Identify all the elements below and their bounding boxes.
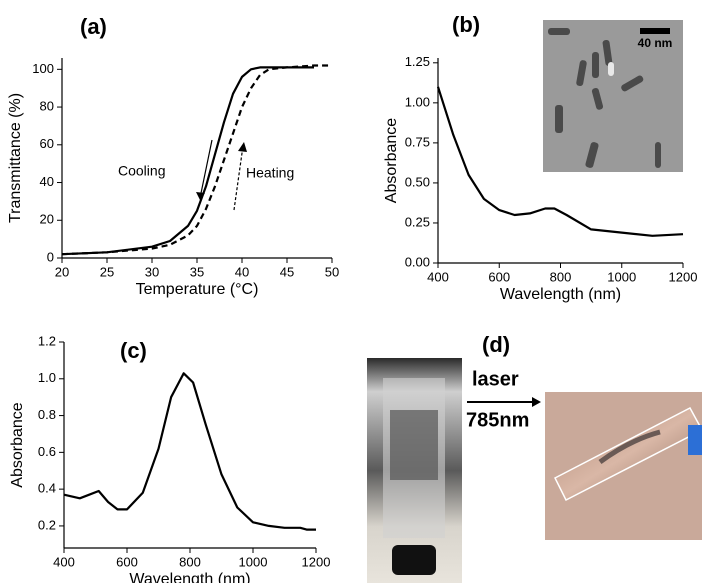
y-tick-label: 20: [40, 212, 54, 227]
y-tick-label: 40: [40, 174, 54, 189]
panel-label: (b): [452, 12, 480, 37]
x-tick-label: 800: [179, 554, 201, 569]
y-tick-label: 80: [40, 98, 54, 113]
arrow-label: 785nm: [466, 409, 529, 431]
y-tick-label: 0.25: [405, 214, 430, 229]
y-tick-label: 1.25: [405, 54, 430, 69]
y-tick-label: 0.50: [405, 174, 430, 189]
vial-cap: [392, 545, 436, 575]
panel-label: (c): [120, 338, 147, 363]
scale-bar: [640, 28, 670, 34]
y-tick-label: 0.2: [38, 517, 56, 532]
x-axis-label: Wavelength (nm): [500, 286, 621, 303]
data-line: [62, 67, 314, 254]
y-tick-label: 0.8: [38, 407, 56, 422]
annotation: Heating: [246, 165, 294, 181]
arrow-head: [238, 142, 247, 152]
x-tick-label: 40: [235, 264, 249, 279]
y-axis-label: Absorbance: [383, 118, 400, 203]
x-tick-label: 1000: [239, 554, 268, 569]
arrow: [234, 146, 243, 210]
y-tick-label: 1.2: [38, 333, 56, 348]
x-axis-label: Temperature (°C): [136, 281, 259, 298]
x-tick-label: 1200: [669, 269, 698, 284]
x-tick-label: 25: [100, 264, 114, 279]
x-tick-label: 1200: [302, 554, 331, 569]
data-line: [62, 66, 332, 255]
x-tick-label: 20: [55, 264, 69, 279]
scale-label: 40 nm: [638, 36, 673, 50]
y-tick-label: 0.75: [405, 134, 430, 149]
x-tick-label: 50: [325, 264, 339, 279]
x-tick-label: 600: [116, 554, 138, 569]
x-tick-label: 600: [488, 269, 510, 284]
arrow-head: [532, 397, 541, 407]
y-axis-label: Absorbance: [9, 402, 26, 487]
x-tick-label: 30: [145, 264, 159, 279]
y-tick-label: 1.0: [38, 370, 56, 385]
glove: [688, 425, 702, 455]
x-tick-label: 1000: [607, 269, 636, 284]
figure: (a) (b) (c) (d) Cooling Heating 40 nm la…: [0, 0, 702, 583]
y-tick-label: 1.00: [405, 94, 430, 109]
data-line: [64, 373, 316, 529]
x-tick-label: 400: [427, 269, 449, 284]
vial-gel: [390, 410, 438, 480]
y-axis-label: Transmittance (%): [7, 93, 24, 223]
y-tick-label: 60: [40, 136, 54, 151]
panel-label: (d): [482, 332, 510, 357]
x-axis-label: Wavelength (nm): [129, 571, 250, 583]
y-tick-label: 0.6: [38, 444, 56, 459]
y-tick-label: 0.00: [405, 254, 430, 269]
x-tick-label: 45: [280, 264, 294, 279]
x-tick-label: 800: [550, 269, 572, 284]
y-tick-label: 0: [47, 249, 54, 264]
y-tick-label: 0.4: [38, 481, 56, 496]
x-tick-label: 35: [190, 264, 204, 279]
y-tick-label: 100: [32, 61, 54, 76]
panel-label: (a): [80, 14, 107, 39]
annotation: Cooling: [118, 163, 165, 179]
arrow-label: laser: [472, 368, 519, 390]
x-tick-label: 400: [53, 554, 75, 569]
